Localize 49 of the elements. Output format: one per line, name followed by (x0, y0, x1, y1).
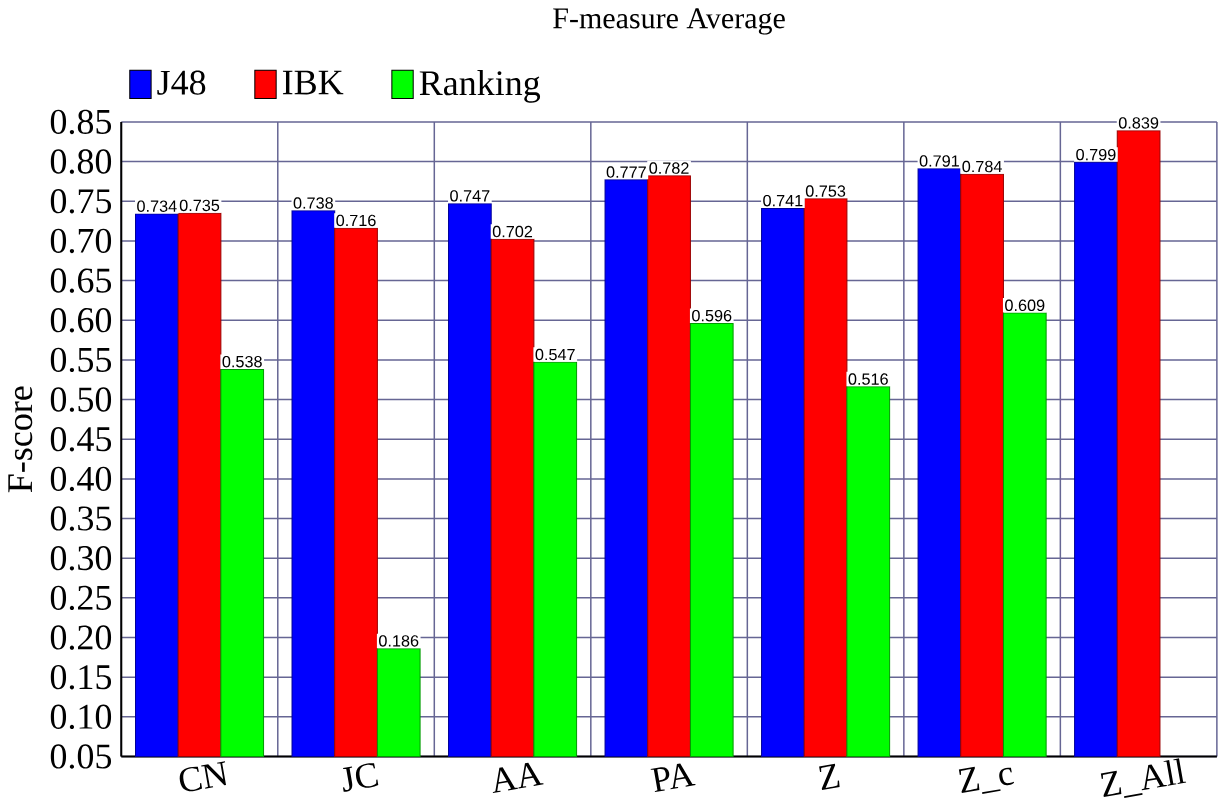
data-label: 0.782 (649, 162, 689, 175)
x-tick-label: CN (179, 761, 227, 792)
data-label: 0.538 (222, 356, 262, 368)
y-tick-label: 0.35 (50, 506, 112, 532)
data-label: 0.547 (535, 349, 575, 361)
x-tick-label: AA (492, 762, 544, 794)
data-label: 0.702 (492, 226, 533, 238)
legend-label: J48 (157, 70, 206, 96)
y-tick-label: 0.65 (50, 268, 112, 294)
legend-label: Ranking (419, 70, 541, 103)
y-axis-title: F-score (8, 386, 33, 493)
x-tick-label: Z_All (1100, 758, 1187, 799)
data-label: 0.741 (763, 195, 803, 207)
y-tick-label: 0.60 (50, 308, 112, 333)
y-tick-label: 0.50 (50, 387, 112, 413)
y-tick-label: 0.70 (50, 228, 112, 254)
data-label: 0.186 (379, 635, 419, 647)
y-tick-label: 0.20 (50, 625, 112, 650)
data-label: 0.784 (962, 161, 1002, 173)
y-tick-label: 0.40 (50, 466, 112, 492)
y-tick-label: 0.55 (50, 347, 112, 373)
x-tick-label: Z (819, 764, 840, 791)
data-label: 0.609 (1005, 299, 1045, 312)
data-label: 0.753 (805, 185, 846, 198)
x-tick-label: JC (342, 763, 379, 793)
data-label: 0.596 (692, 310, 732, 322)
y-tick-label: 0.05 (50, 744, 112, 769)
data-label: 0.777 (606, 166, 646, 179)
y-tick-label: 0.15 (50, 665, 112, 690)
y-tick-label: 0.80 (50, 149, 112, 175)
y-tick-label: 0.85 (50, 109, 112, 135)
x-tick-label: PA (650, 763, 696, 793)
y-tick-label: 0.10 (50, 704, 112, 730)
y-tick-label: 0.75 (50, 189, 112, 214)
x-tick-label: Z_c (958, 767, 1014, 795)
data-label: 0.839 (1118, 117, 1159, 129)
chart-title: F-measure Average (553, 8, 785, 35)
y-tick-label: 0.45 (50, 427, 112, 452)
data-label: 0.516 (848, 373, 888, 386)
data-label: 0.734 (137, 200, 177, 213)
data-label: 0.799 (1076, 149, 1116, 161)
data-label: 0.738 (293, 197, 333, 209)
data-label: 0.716 (336, 214, 376, 227)
y-tick-label: 0.30 (50, 546, 112, 571)
data-label: 0.791 (919, 155, 959, 167)
y-tick-label: 0.25 (50, 585, 112, 611)
data-label: 0.735 (179, 199, 220, 212)
legend-label: IBK (282, 70, 344, 95)
data-label: 0.747 (450, 190, 490, 202)
